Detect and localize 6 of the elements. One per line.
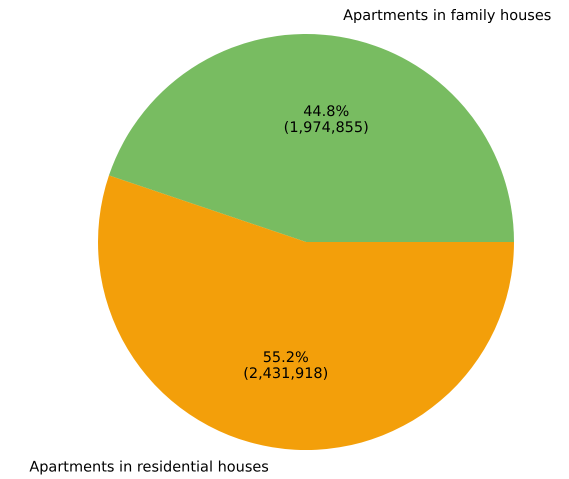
slice-label: Apartments in residential houses	[29, 460, 269, 476]
pie-slice	[98, 175, 514, 450]
data-label: 55.2% (2,431,918)	[243, 350, 328, 382]
data-label: 44.8% (1,974,855)	[284, 104, 369, 136]
pie-slice	[108, 34, 514, 242]
slice-label: Apartments in family houses	[343, 8, 552, 24]
